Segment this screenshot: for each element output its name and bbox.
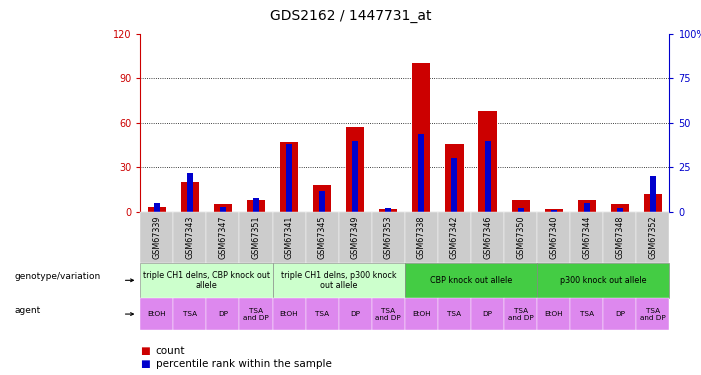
Bar — [644, 194, 662, 212]
Bar — [181, 182, 199, 212]
Bar — [584, 203, 590, 212]
Bar — [220, 207, 226, 212]
Text: GSM67343: GSM67343 — [185, 216, 194, 259]
Text: GSM67344: GSM67344 — [583, 216, 591, 259]
Bar — [247, 200, 265, 212]
Text: DP: DP — [350, 311, 360, 317]
Text: ■: ■ — [140, 346, 150, 355]
Text: DP: DP — [615, 311, 625, 317]
Text: TSA
and DP: TSA and DP — [376, 308, 401, 321]
Bar — [445, 144, 463, 212]
Text: TSA
and DP: TSA and DP — [508, 308, 533, 321]
Bar — [319, 190, 325, 212]
Text: count: count — [156, 346, 185, 355]
Bar — [617, 209, 622, 212]
Text: GSM67342: GSM67342 — [450, 215, 459, 259]
Bar — [313, 185, 332, 212]
Text: percentile rank within the sample: percentile rank within the sample — [156, 359, 332, 369]
Bar — [545, 209, 563, 212]
Bar — [386, 209, 391, 212]
Bar — [512, 200, 530, 212]
Text: EtOH: EtOH — [280, 311, 299, 317]
Text: GSM67341: GSM67341 — [285, 216, 294, 259]
Bar — [286, 144, 292, 212]
Bar — [253, 198, 259, 212]
Bar — [578, 200, 596, 212]
Text: agent: agent — [14, 306, 40, 315]
Text: GSM67353: GSM67353 — [383, 215, 393, 259]
Bar — [551, 210, 557, 212]
Bar — [517, 209, 524, 212]
Bar — [148, 207, 166, 212]
Text: triple CH1 delns, CBP knock out
allele: triple CH1 delns, CBP knock out allele — [143, 271, 270, 290]
Text: TSA
and DP: TSA and DP — [640, 308, 666, 321]
Text: EtOH: EtOH — [412, 311, 430, 317]
Bar — [650, 176, 656, 212]
Bar — [187, 172, 193, 212]
Text: CBP knock out allele: CBP knock out allele — [430, 276, 512, 285]
Text: TSA: TSA — [447, 311, 461, 317]
Text: GSM67349: GSM67349 — [350, 215, 360, 259]
Text: GSM67351: GSM67351 — [252, 215, 261, 259]
Bar — [418, 134, 424, 212]
Text: EtOH: EtOH — [545, 311, 563, 317]
Text: DP: DP — [218, 311, 228, 317]
Text: GSM67340: GSM67340 — [549, 216, 558, 259]
Text: TSA: TSA — [580, 311, 594, 317]
Text: TSA: TSA — [315, 311, 329, 317]
Bar — [280, 142, 298, 212]
Text: genotype/variation: genotype/variation — [14, 272, 100, 281]
Text: triple CH1 delns, p300 knock
out allele: triple CH1 delns, p300 knock out allele — [281, 271, 397, 290]
Text: GSM67347: GSM67347 — [219, 215, 227, 259]
Text: GDS2162 / 1447731_at: GDS2162 / 1447731_at — [270, 9, 431, 23]
Text: ■: ■ — [140, 359, 150, 369]
Text: GSM67350: GSM67350 — [516, 215, 525, 259]
Bar — [412, 63, 430, 212]
Bar — [379, 209, 397, 212]
Text: TSA
and DP: TSA and DP — [243, 308, 269, 321]
Text: GSM67352: GSM67352 — [648, 215, 658, 259]
Text: GSM67339: GSM67339 — [152, 215, 161, 259]
Bar — [484, 141, 491, 212]
Bar — [451, 158, 458, 212]
Bar — [154, 203, 160, 212]
Bar — [346, 127, 365, 212]
Text: DP: DP — [482, 311, 493, 317]
Bar — [611, 204, 629, 212]
Bar — [352, 141, 358, 212]
Text: GSM67338: GSM67338 — [417, 216, 426, 259]
Text: GSM67345: GSM67345 — [318, 215, 327, 259]
Bar — [214, 204, 232, 212]
Text: p300 knock out allele: p300 knock out allele — [560, 276, 646, 285]
Bar — [478, 111, 496, 212]
Text: GSM67348: GSM67348 — [615, 216, 625, 259]
Text: TSA: TSA — [183, 311, 197, 317]
Text: EtOH: EtOH — [147, 311, 166, 317]
Text: GSM67346: GSM67346 — [483, 216, 492, 259]
